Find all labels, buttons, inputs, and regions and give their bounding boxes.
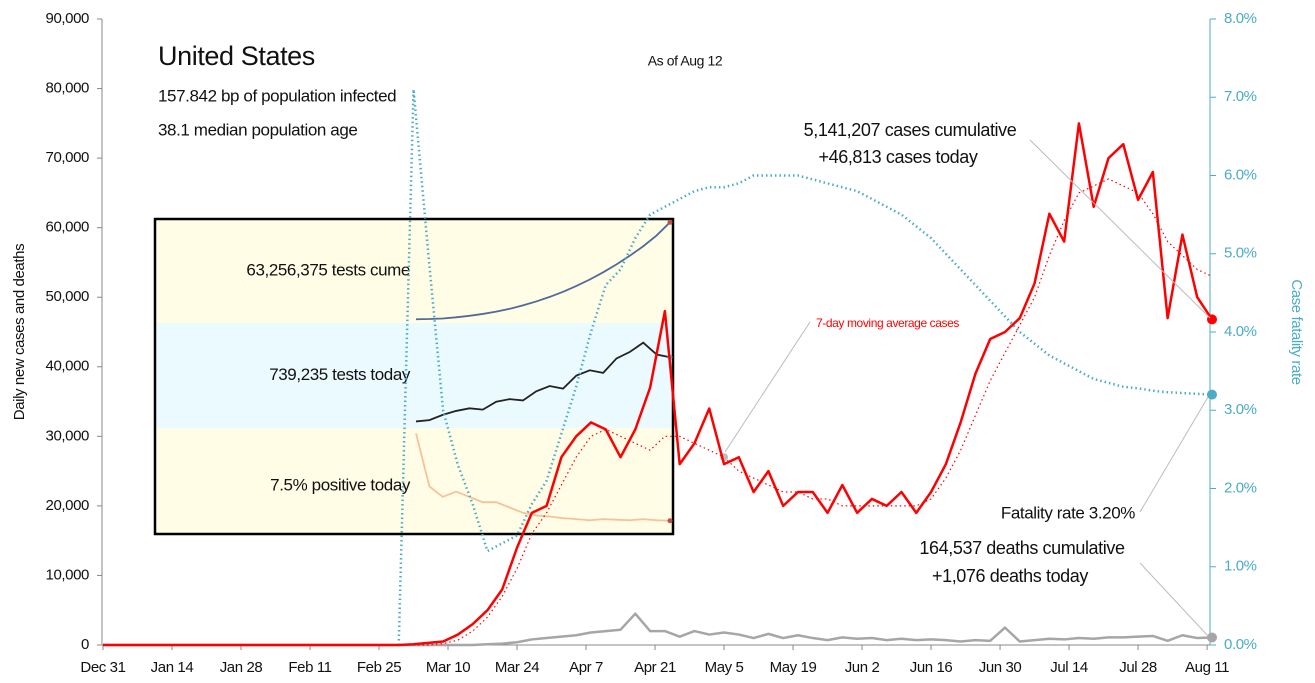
x-tick-label: May 5 (705, 659, 744, 676)
y2-tick-label: 3.0% (1224, 401, 1257, 418)
y-tick-label: 80,000 (46, 80, 90, 97)
y2-tick-label: 2.0% (1224, 479, 1257, 496)
leader-line (724, 321, 811, 453)
y-tick-label: 70,000 (46, 149, 90, 166)
chart-title: United States (158, 41, 315, 71)
y2-tick-label: 6.0% (1224, 166, 1257, 183)
x-tick-label: Jun 30 (979, 659, 1022, 676)
end-dot (1207, 389, 1217, 400)
plot: 0 10,000 20,000 30,000 40,000 50,000 60,000 70,… (46, 10, 1258, 676)
inset-line (415, 433, 671, 522)
x-tick-label: Mar 10 (426, 659, 470, 676)
x-tick-label: Feb 11 (288, 659, 331, 676)
annotation: 164,537 deaths cumulative (919, 538, 1125, 558)
y-tick-label: 50,000 (46, 288, 90, 305)
y-tick-label: 60,000 (46, 219, 90, 236)
inset-band (155, 323, 673, 428)
inset-band (155, 428, 673, 534)
y-tick-label: 20,000 (46, 497, 90, 514)
inset-line (415, 221, 671, 321)
x-tick-label: Jul 28 (1119, 659, 1157, 676)
y-tick-label: 90,000 (46, 10, 90, 27)
annotation: As of Aug 12 (648, 53, 723, 69)
series-line (103, 122, 1214, 647)
annotation: +46,813 cases today (818, 147, 977, 167)
y2-tick-label: 0.0% (1224, 636, 1257, 653)
inset-label: 739,235 tests today (269, 365, 411, 384)
series-line (397, 88, 1213, 646)
annotation: 5,141,207 cases cumulative (804, 120, 1017, 140)
series-line (103, 178, 1213, 646)
y-axis-label: Daily new cases and deaths (11, 244, 28, 420)
y2-tick-label: 7.0% (1224, 88, 1257, 105)
y2-axis-label: Case fatality rate (1288, 279, 1305, 384)
inset-band (155, 219, 673, 323)
x-tick-label: Jan 14 (151, 659, 194, 676)
x-tick-label: Apr 21 (634, 659, 676, 676)
x-tick-label: Dec 31 (80, 659, 125, 676)
inset-line (415, 341, 671, 423)
annotation: 38.1 median population age (158, 120, 357, 139)
x-tick-label: Mar 24 (495, 659, 539, 676)
x-tick-label: Jul 14 (1050, 659, 1088, 676)
inset: 63,256,375 tests cume 739,235 tests today… (153, 217, 675, 536)
leader-line (1139, 396, 1209, 513)
inset-end-dot (667, 518, 673, 524)
x-tick-label: May 19 (770, 659, 817, 676)
x-tick-label: Aug 11 (1185, 659, 1229, 676)
y2-tick-label: 5.0% (1224, 245, 1257, 262)
x-tick-label: Jan 28 (220, 659, 263, 676)
y2-tick-label: 1.0% (1224, 558, 1257, 575)
y2-tick-label: 4.0% (1224, 323, 1257, 340)
x-tick-label: Jun 16 (910, 659, 953, 676)
annotation: +1,076 deaths today (932, 566, 1088, 586)
annotation: 7-day moving average cases (816, 316, 959, 330)
x-tick-label: Jun 2 (845, 659, 880, 676)
end-dot (1207, 632, 1217, 643)
y-tick-label: 10,000 (46, 566, 90, 583)
y-tick-label: 0 (81, 636, 89, 653)
annotation: Fatality rate 3.20% (1001, 503, 1135, 522)
annotation: 157.842 bp of population infected (158, 86, 396, 105)
inset-label: 7.5% positive today (270, 475, 411, 494)
x-tick-label: Apr 7 (569, 659, 603, 676)
inset-frame (153, 217, 675, 536)
y-tick-label: 40,000 (46, 358, 90, 375)
y-tick-label: 30,000 (46, 427, 90, 444)
series-line (103, 612, 1213, 647)
inset-label: 63,256,375 tests cume (246, 260, 410, 279)
leader-line (1139, 562, 1209, 637)
inset-end-dot (667, 219, 673, 225)
y2-tick-label: 8.0% (1224, 10, 1257, 27)
leader-line (1029, 139, 1211, 319)
x-tick-label: Feb 25 (357, 659, 401, 676)
